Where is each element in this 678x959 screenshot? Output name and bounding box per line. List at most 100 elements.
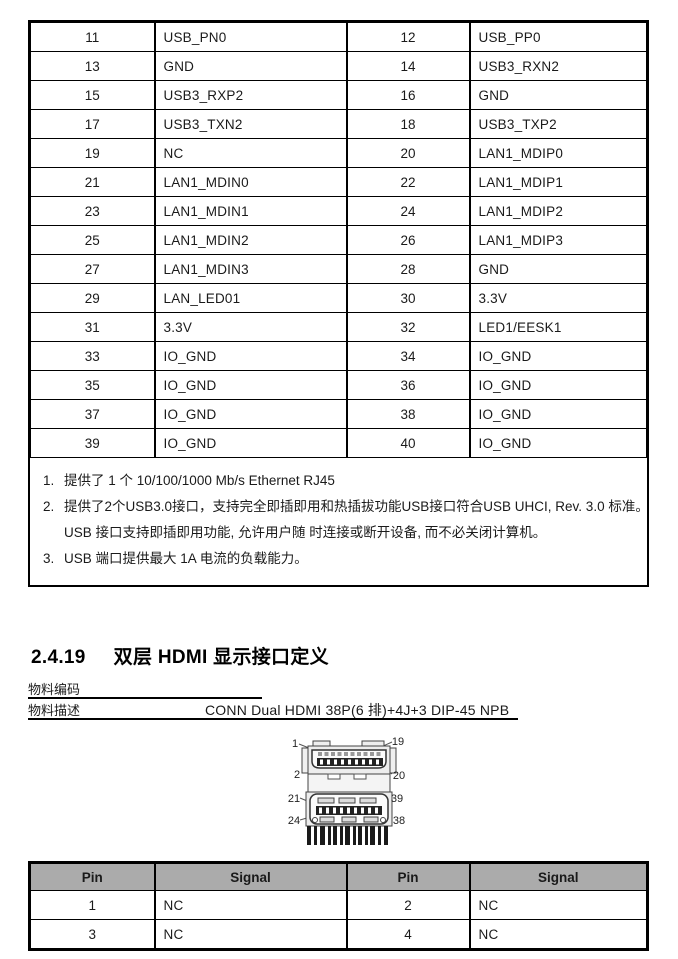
signal-name: LAN1_MDIP2 [468,196,647,226]
connector-mid-body [307,773,391,793]
pin-number: 28 [345,254,470,284]
signal-name: IO_GND [153,370,347,400]
material-desc-value: CONN Dual HDMI 38P(6 排)+4J+3 DIP-45 NPB [205,702,510,718]
pin-number: 16 [345,80,470,110]
signal-name: USB3_TXP2 [468,109,647,139]
signal-name: LAN1_MDIN3 [153,254,347,284]
table-row: 25 LAN1_MDIN2 26 LAN1_MDIP3 [30,225,647,255]
connector-diagram: 1 19 2 20 21 39 24 38 [288,736,405,845]
signal-name: LAN_LED01 [153,283,347,313]
column-header: Pin [345,863,470,891]
table-notes: 1. 提供了 1 个 10/100/1000 Mb/s Ethernet RJ4… [30,458,649,585]
signal-name: 3.3V [153,312,347,342]
signal-name: IO_GND [153,341,347,371]
signal-name: IO_GND [153,428,347,458]
pin-number: 15 [30,80,155,110]
pin-number: 13 [30,51,155,81]
pin-number: 20 [345,138,470,168]
diagram-pin-label: 38 [393,815,405,827]
note-item: 3. USB 端口提供最大 1A 电流的负载能力。 [36,546,639,572]
signal-name: IO_GND [153,399,347,429]
section-title: 双层 HDMI 显示接口定义 [113,647,329,668]
column-header: Signal [468,863,647,891]
pin-number: 40 [345,428,470,458]
note-item: 2. 提供了2个USB3.0接口，支持完全即插即用和热插拔功能USB接口符合US… [36,494,649,546]
diagram-pin-label: 39 [391,793,403,805]
pin-number: 35 [30,370,155,400]
pin-number: 37 [30,399,155,429]
hdmi-lower-contacts [319,807,378,814]
table-row: 35 IO_GND 36 IO_GND [30,370,647,400]
table-row: 33 IO_GND 34 IO_GND [30,341,647,371]
latch-hole [380,817,386,823]
signal-name: IO_GND [468,370,647,400]
signal-name: USB3_RXP2 [153,80,347,110]
hdmi-lower-bottom-slots [319,816,379,823]
section-heading: 2.4.19 双层 HDMI 显示接口定义 [31,642,329,669]
pin-number: 38 [345,399,470,429]
pin-number: 24 [345,196,470,226]
pin-number: 21 [30,167,155,197]
signal-name: GND [153,51,347,81]
pin-number: 39 [30,428,155,458]
signal-name: 3.3V [468,283,647,313]
diagram-pin-label: 19 [392,736,404,748]
signal-name: LAN1_MDIN0 [153,167,347,197]
note-text: 提供了 1 个 10/100/1000 Mb/s Ethernet RJ45 [64,473,335,488]
pin-number: 27 [30,254,155,284]
table-row: 17 USB3_TXN2 18 USB3_TXP2 [30,109,647,139]
signal-name: GND [468,80,647,110]
note-number: 2. [43,499,55,514]
upper-pin-table: 11 USB_PN0 12 USB_PP0 13 GND 14 USB3_RXN… [30,22,647,458]
signal-name: USB3_RXN2 [468,51,647,81]
hdmi-upper-contacts [320,759,379,765]
pin-number: 3 [30,919,155,949]
table-row: 1 NC 2 NC [30,890,647,920]
diagram-pin-label: 21 [288,793,300,805]
table-row: 27 LAN1_MDIN3 28 GND [30,254,647,284]
table-row: 31 3.3V 32 LED1/EESK1 [30,312,647,342]
signal-name: USB_PN0 [153,22,347,52]
column-header: Signal [153,863,347,891]
column-header: Pin [30,863,155,891]
signal-name: USB_PP0 [468,22,647,52]
pin-number: 36 [345,370,470,400]
signal-name: LAN1_MDIP0 [468,138,647,168]
pin-number: 29 [30,283,155,313]
diagram-pin-label: 2 [294,769,300,781]
pin-number: 14 [345,51,470,81]
signal-name: NC [153,138,347,168]
signal-name: NC [153,919,347,949]
signal-name: LAN1_MDIP1 [468,167,647,197]
pin-number: 11 [30,22,155,52]
note-number: 1. [43,473,55,488]
hdmi-upper-pins [318,752,381,756]
mid-notch [327,773,341,780]
mid-notch [353,773,367,780]
table-row: 23 LAN1_MDIN1 24 LAN1_MDIP2 [30,196,647,226]
pin-number: 25 [30,225,155,255]
pin-number: 4 [345,919,470,949]
upper-pin-table-block: 11 USB_PN0 12 USB_PP0 13 GND 14 USB3_RXN… [28,20,649,587]
note-text: USB 端口提供最大 1A 电流的负载能力。 [64,551,308,566]
pin-number: 19 [30,138,155,168]
table-row: 3 NC 4 NC [30,919,647,949]
pin-number: 18 [345,109,470,139]
note-text: USB 接口支持即插即用功能, 允许用户随 时连接或断开设备, 而不必关闭计算机… [64,525,547,540]
pin-number: 34 [345,341,470,371]
material-desc-label: 物料描述 [28,703,81,718]
lower-pin-table-block: Pin Signal Pin Signal 1 NC 2 NC 3 NC 4 N… [28,861,649,951]
dip-legs [307,826,388,845]
signal-name: NC [468,919,647,949]
signal-name: USB3_TXN2 [153,109,347,139]
table-row: 21 LAN1_MDIN0 22 LAN1_MDIP1 [30,167,647,197]
signal-name: IO_GND [468,341,647,371]
hdmi-lower-top-slots [317,797,377,804]
table-row: 13 GND 14 USB3_RXN2 [30,51,647,81]
note-item: 1. 提供了 1 个 10/100/1000 Mb/s Ethernet RJ4… [36,468,639,494]
signal-name: NC [153,890,347,920]
pin-number: 26 [345,225,470,255]
lower-pin-table: Pin Signal Pin Signal 1 NC 2 NC 3 NC 4 N… [30,863,647,949]
table-row: 11 USB_PN0 12 USB_PP0 [30,22,647,52]
pin-number: 30 [345,283,470,313]
